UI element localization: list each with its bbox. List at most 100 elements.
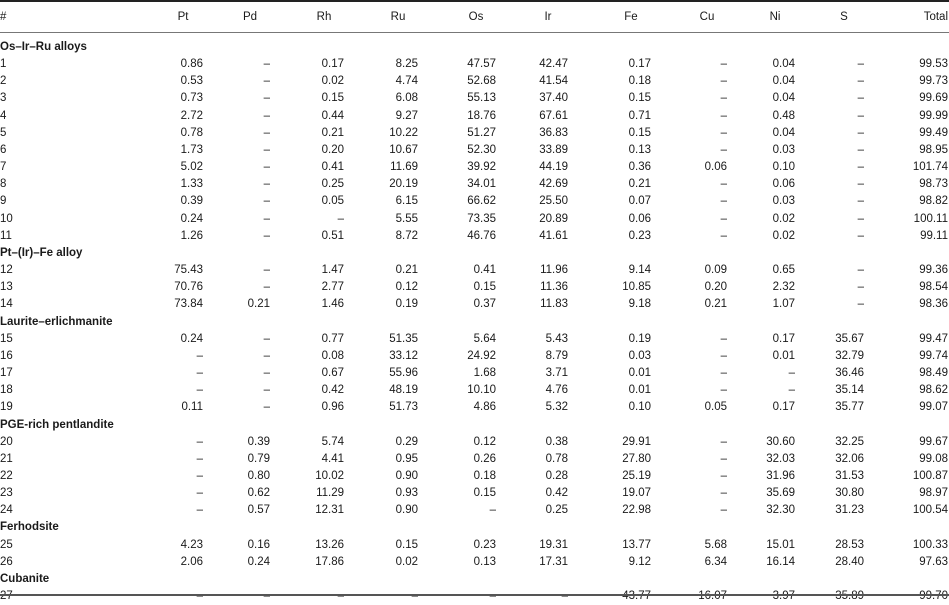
table-cell: 0.25 xyxy=(321,178,344,191)
table-cell: – xyxy=(720,126,727,139)
table-cell: 27 xyxy=(0,590,13,603)
table-cell: 73.35 xyxy=(467,212,496,225)
table-cell: 0.78 xyxy=(545,452,568,465)
table-cell: – xyxy=(720,384,727,397)
table-cell: 0.39 xyxy=(180,195,203,208)
table-cell: – xyxy=(720,178,727,191)
table-cell: 13.77 xyxy=(622,538,651,551)
table-cell: – xyxy=(720,92,727,105)
table-row: 4 2.72 – 0.44 9.27 18.76 67.61 0.71 – 0.48 – 99.99 xyxy=(0,108,949,125)
table-cell: – xyxy=(196,349,203,362)
table-cell: 97.63 xyxy=(919,555,948,568)
table-cell: 35.77 xyxy=(835,401,864,414)
table-cell: – xyxy=(196,590,203,603)
table-cell: – xyxy=(196,452,203,465)
table-cell: 39.92 xyxy=(467,161,496,174)
table-cell: 0.03 xyxy=(772,143,795,156)
table-cell: 35.14 xyxy=(835,384,864,397)
table-cell: – xyxy=(857,281,864,294)
section-title: Ferhodsite xyxy=(0,521,59,534)
section-header-row: Ferhodsite xyxy=(0,519,949,536)
table-top-rule xyxy=(0,0,949,2)
table-cell: 21 xyxy=(0,452,13,465)
table-cell: 5.64 xyxy=(473,332,496,345)
table-row: 25 4.23 0.16 13.26 0.15 0.23 19.31 13.77 5.68 15.… xyxy=(0,537,949,554)
table-cell: 28.40 xyxy=(835,555,864,568)
table-cell: 0.10 xyxy=(772,161,795,174)
table-cell: 66.62 xyxy=(467,195,496,208)
table-cell: 0.02 xyxy=(772,212,795,225)
table-row: 15 0.24 – 0.77 51.35 5.64 5.43 0.19 – 0.17 35.67 99… xyxy=(0,331,949,348)
section-title: Os–Ir–Ru alloys xyxy=(0,41,87,53)
table-cell: 0.42 xyxy=(321,384,344,397)
table-cell: 0.57 xyxy=(247,504,270,517)
table-cell: 36.46 xyxy=(835,367,864,380)
table-cell: 1.33 xyxy=(180,178,203,191)
table-cell: – xyxy=(263,143,270,156)
column-header-s: S xyxy=(840,11,848,23)
table-cell: – xyxy=(196,470,203,482)
table-cell: 0.17 xyxy=(772,332,795,345)
table-cell: – xyxy=(263,126,270,139)
table-cell: – xyxy=(196,435,203,448)
table-cell: 0.53 xyxy=(180,75,203,88)
table-cell: 6.34 xyxy=(704,555,727,568)
table-cell: 0.90 xyxy=(395,504,418,517)
table-cell: 0.03 xyxy=(628,349,651,362)
column-header-index: # xyxy=(0,11,7,23)
table-cell: – xyxy=(720,504,727,517)
section-title: Cubanite xyxy=(0,572,50,585)
table-cell: – xyxy=(263,332,270,345)
table-cell: 27.80 xyxy=(622,452,651,465)
table-row: 18 – – 0.42 48.19 10.10 4.76 0.01 – – 35.14 98.62 xyxy=(0,382,949,399)
table-cell: 33.89 xyxy=(539,143,568,156)
table-row: 8 1.33 – 0.25 20.19 34.01 42.69 0.21 – 0.06 – 98.73 xyxy=(0,176,949,193)
table-cell: – xyxy=(857,212,864,225)
section-title: Pt–(Ir)–Fe alloy xyxy=(0,246,83,259)
table-cell: 35.69 xyxy=(766,487,795,500)
table-cell: – xyxy=(263,195,270,208)
table-cell: 0.06 xyxy=(628,212,651,225)
table-cell: 11 xyxy=(0,229,12,242)
table-cell: – xyxy=(857,195,864,208)
table-cell: 2.77 xyxy=(321,281,344,294)
table-cell: 37.40 xyxy=(539,92,568,105)
table-cell: – xyxy=(263,384,270,397)
table-cell: – xyxy=(196,487,203,500)
table-cell: 6 xyxy=(0,143,7,156)
table-cell: 0.24 xyxy=(180,212,203,225)
table-cell: 0.28 xyxy=(545,470,568,482)
table-cell: 0.06 xyxy=(704,161,727,174)
table-cell: 7 xyxy=(0,161,7,174)
table-cell: 0.13 xyxy=(628,143,651,156)
column-header-os: Os xyxy=(468,11,484,23)
table-cell: 51.27 xyxy=(467,126,496,139)
table-cell: 99.08 xyxy=(919,452,948,465)
table-cell: 32.79 xyxy=(835,349,864,362)
table-row: 2 0.53 – 0.02 4.74 52.68 41.54 0.18 – 0.04 – 99.73 xyxy=(0,73,949,90)
column-header-ni: Ni xyxy=(769,11,781,23)
table-cell: 0.44 xyxy=(321,109,344,122)
table-cell: 31.23 xyxy=(835,504,864,517)
table-cell: 0.93 xyxy=(395,487,418,500)
column-header-fe: Fe xyxy=(624,11,638,23)
table-cell: 20 xyxy=(0,435,13,448)
table-cell: 35.89 xyxy=(835,590,864,603)
table-cell: 0.19 xyxy=(395,298,418,311)
table-cell: 98.62 xyxy=(919,384,948,397)
table-cell: 18.76 xyxy=(467,109,496,122)
column-header-pt: Pt xyxy=(177,11,189,23)
table-cell: 0.26 xyxy=(473,452,496,465)
table-cell: 0.15 xyxy=(628,126,651,139)
table-cell: 13.26 xyxy=(315,538,344,551)
table-cell: – xyxy=(788,384,795,397)
table-cell: – xyxy=(196,504,203,517)
table-cell: 0.80 xyxy=(247,470,270,482)
table-cell: 8 xyxy=(0,178,7,191)
table-cell: 98.97 xyxy=(919,487,948,500)
table-row: 17 – – 0.67 55.96 1.68 3.71 0.01 – – 36.46 98.49 xyxy=(0,365,949,382)
table-cell: 42.47 xyxy=(539,58,568,71)
table-cell: – xyxy=(720,109,727,122)
section-header-row: PGE-rich pentlandite xyxy=(0,417,949,434)
